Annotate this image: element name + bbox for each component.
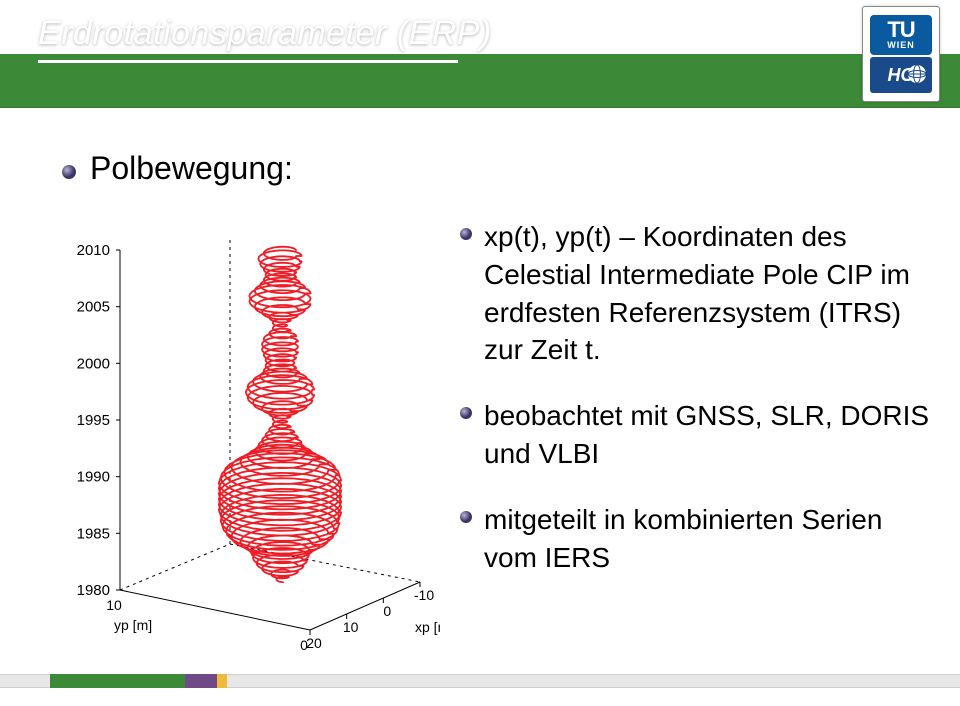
bullet-dot-icon (460, 228, 472, 240)
svg-text:2000: 2000 (77, 355, 110, 372)
svg-text:2010: 2010 (77, 242, 110, 259)
svg-text:10: 10 (343, 619, 359, 635)
svg-text:20: 20 (306, 635, 322, 650)
svg-text:-10: -10 (414, 587, 434, 603)
sub-bullet-item: mitgeteilt in kombinierten Serien vom IE… (460, 501, 930, 577)
sub-bullet-item: xp(t), yp(t) – Koordinaten des Celestial… (460, 218, 930, 369)
footer-green-segment (50, 674, 185, 688)
title-underline (38, 60, 458, 63)
svg-text:10: 10 (106, 597, 122, 613)
footer-orange-segment (217, 674, 227, 688)
sub-bullet-list: xp(t), yp(t) – Koordinaten des Celestial… (460, 218, 930, 604)
svg-text:1995: 1995 (77, 412, 110, 429)
svg-text:1985: 1985 (77, 525, 110, 542)
bullet-dot-icon (460, 407, 472, 419)
polar-motion-3d-plot: 201020052000199519901985198020100-10xp [… (50, 220, 440, 650)
sub-bullet-text: mitgeteilt in kombinierten Serien vom IE… (484, 501, 930, 577)
svg-text:yp [m]: yp [m] (114, 617, 152, 633)
sub-bullet-item: beobachtet mit GNSS, SLR, DORIS und VLBI (460, 397, 930, 473)
main-bullet: Polbewegung: (62, 150, 293, 187)
plot-svg: 201020052000199519901985198020100-10xp [… (50, 220, 440, 650)
svg-text:0: 0 (383, 603, 391, 619)
globe-icon (906, 63, 928, 85)
tu-text: TU (887, 20, 914, 40)
hg-logo: HG (870, 57, 932, 93)
footer-purple-segment (185, 674, 217, 688)
svg-text:0: 0 (300, 637, 308, 650)
logo-box: TU WIEN HG (862, 6, 940, 102)
slide: Erdrotationsparameter (ERP) TU WIEN HG P… (0, 0, 960, 706)
wien-text: WIEN (887, 40, 915, 50)
bullet-dot-icon (460, 511, 472, 523)
tu-wien-logo: TU WIEN (870, 15, 932, 55)
svg-text:1980: 1980 (77, 582, 110, 599)
bullet-dot-icon (62, 165, 76, 179)
svg-text:xp [m]: xp [m] (415, 619, 440, 635)
svg-text:1990: 1990 (77, 469, 110, 486)
sub-bullet-text: xp(t), yp(t) – Koordinaten des Celestial… (484, 218, 930, 369)
slide-title: Erdrotationsparameter (ERP) (38, 14, 492, 53)
svg-text:2005: 2005 (77, 299, 110, 316)
main-bullet-text: Polbewegung: (90, 150, 293, 187)
sub-bullet-text: beobachtet mit GNSS, SLR, DORIS und VLBI (484, 397, 930, 473)
